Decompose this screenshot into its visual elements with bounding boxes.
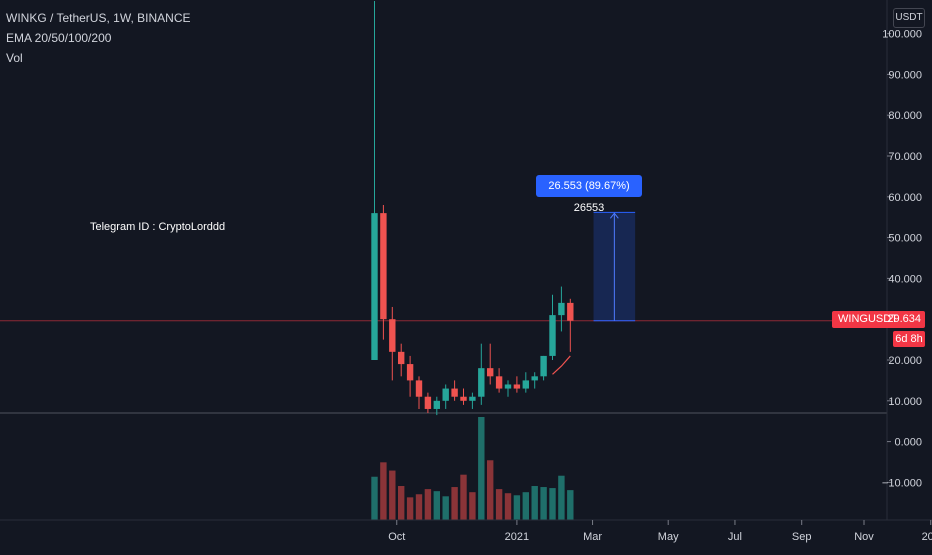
candle-body: [567, 302, 574, 321]
volume-bar: [371, 476, 378, 520]
price-tick-label: 50.000: [888, 233, 922, 245]
candle-body: [398, 351, 405, 365]
candle-body: [371, 213, 378, 360]
volume-bar: [531, 486, 538, 520]
chart-legend: WINKG / TetherUS, 1W, BINANCE EMA 20/50/…: [6, 8, 191, 68]
measure-arrow-head: [609, 212, 619, 219]
time-tick-label: Oct: [388, 531, 405, 543]
volume-bar: [469, 492, 476, 520]
bar-countdown: 6d 8h: [893, 331, 925, 347]
time-tick-label: May: [658, 531, 679, 543]
candle-body: [495, 376, 503, 389]
volume-bar: [495, 489, 503, 520]
ema-indicator-label[interactable]: EMA 20/50/100/200: [6, 31, 112, 45]
candle-body: [469, 396, 476, 401]
measure-label[interactable]: 26.553 (89.67%) 26553: [536, 175, 642, 214]
price-tick-label: 60.000: [888, 192, 922, 204]
candle-body: [487, 368, 494, 377]
telegram-note[interactable]: Telegram ID : CryptoLorddd: [90, 221, 226, 233]
volume-bar: [451, 487, 458, 520]
ema-line: [552, 355, 571, 375]
candle-body: [522, 380, 529, 389]
last-price-value: 29.634: [887, 313, 921, 325]
time-tick-label: 202: [922, 531, 932, 543]
price-tick-label: 70.000: [888, 151, 922, 163]
volume-bar: [522, 492, 529, 520]
price-tick-label: 90.000: [888, 69, 922, 81]
candle-body: [406, 364, 414, 381]
candle-body: [424, 396, 432, 409]
volume-bar: [478, 417, 485, 520]
volume-bar: [415, 494, 423, 520]
time-tick-label: Sep: [792, 531, 812, 543]
candle-body: [531, 376, 538, 381]
volume-bar: [504, 493, 512, 520]
candle-body: [504, 384, 512, 389]
volume-bar: [549, 488, 556, 520]
candle-body: [558, 302, 565, 316]
candle-body: [451, 388, 458, 397]
candle-body: [442, 388, 449, 401]
volume-bar: [406, 497, 414, 520]
price-tick-label: 100.000: [882, 29, 922, 41]
volume-bar: [567, 490, 574, 520]
time-tick-label: Mar: [583, 531, 602, 543]
volume-bar: [380, 462, 387, 520]
time-tick-label: Nov: [854, 531, 874, 543]
volume-bar: [389, 470, 396, 520]
volume-bar: [424, 489, 432, 520]
volume-bar: [398, 486, 405, 520]
price-tick-label: 10.000: [888, 396, 922, 408]
candle-body: [389, 319, 396, 352]
price-tick-label: 80.000: [888, 110, 922, 122]
symbol-title[interactable]: WINKG / TetherUS, 1W, BINANCE: [6, 11, 191, 25]
candle-body: [549, 315, 556, 356]
time-tick-label: Jul: [728, 531, 742, 543]
price-tick-label: 20.000: [888, 355, 922, 367]
price-tick-label: 40.000: [888, 273, 922, 285]
volume-indicator-label[interactable]: Vol: [6, 51, 23, 65]
candle-body: [540, 355, 547, 377]
volume-bar: [487, 460, 494, 520]
volume-bar: [540, 487, 547, 520]
volume-bar: [460, 474, 467, 520]
last-price-badge: WINGUSDT 29.634: [832, 311, 925, 328]
price-tick-label: −10.000: [882, 477, 922, 489]
price-tick-label: 0.000: [894, 437, 922, 449]
candle-body: [433, 400, 440, 409]
candle-body: [478, 368, 485, 397]
volume-bar: [442, 496, 449, 520]
currency-button[interactable]: USDT: [893, 8, 925, 28]
candle-body: [513, 384, 521, 389]
candle-body: [380, 213, 387, 320]
last-price-symbol: WINGUSDT: [838, 313, 898, 325]
candle-body: [460, 396, 467, 401]
volume-bar: [513, 495, 521, 520]
time-tick-label: 2021: [505, 531, 529, 543]
candle-body: [415, 380, 423, 397]
volume-bar: [558, 475, 565, 520]
volume-bar: [433, 491, 440, 520]
